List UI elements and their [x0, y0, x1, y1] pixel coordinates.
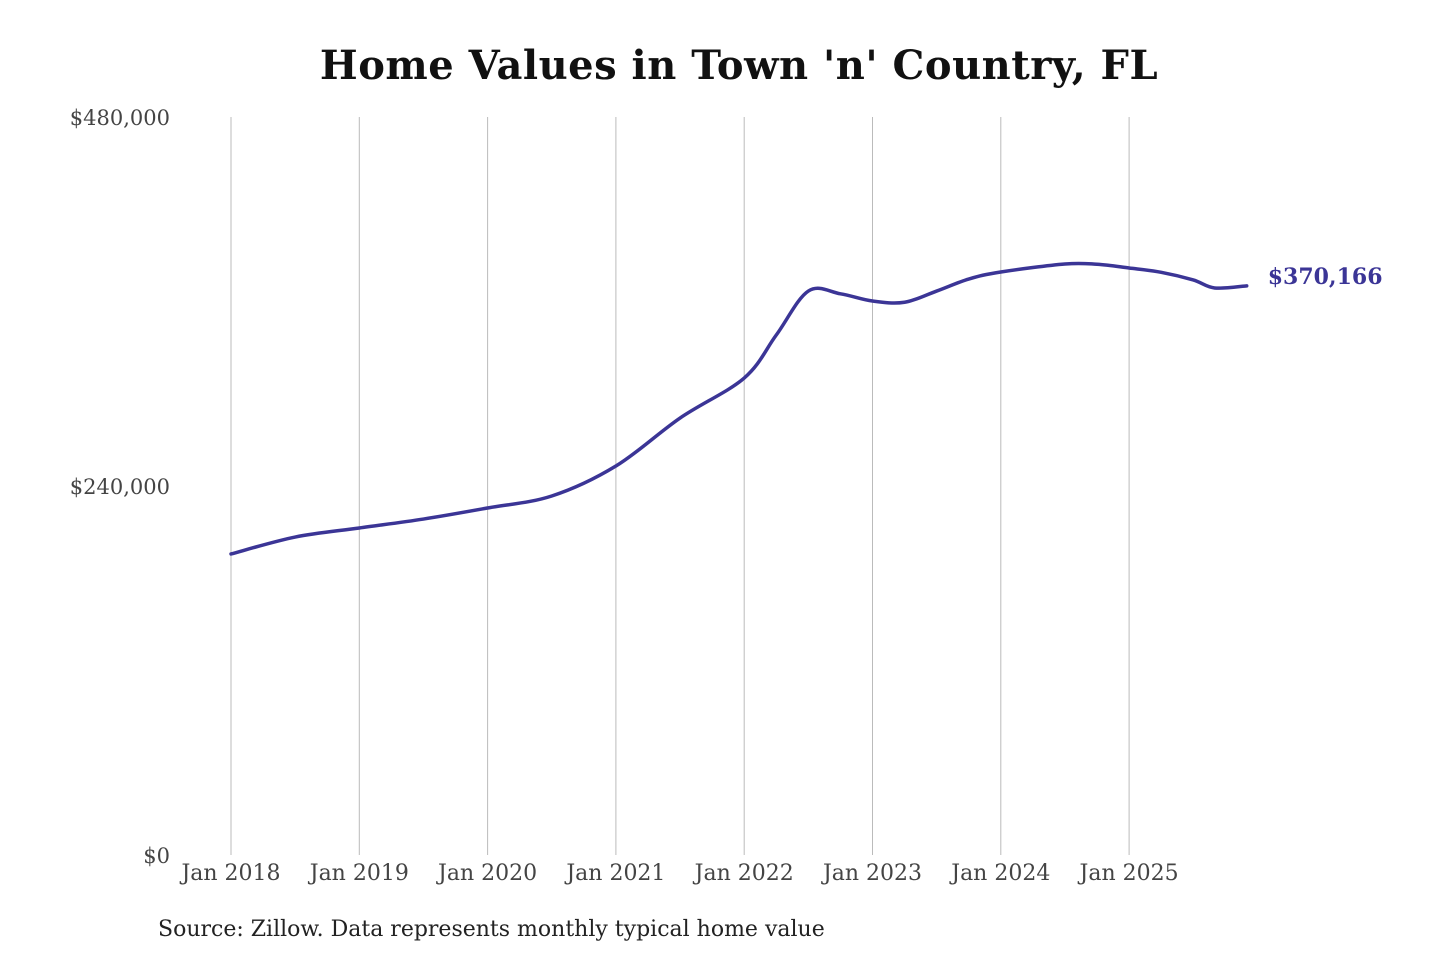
x-tick-label: Jan 2020 — [436, 861, 537, 886]
chart-title: Home Values in Town 'n' Country, FL — [319, 42, 1159, 89]
y-tick-label: $0 — [143, 844, 170, 868]
y-tick-label: $480,000 — [70, 106, 170, 130]
series-line — [229, 261, 1249, 556]
x-tick-label: Jan 2022 — [693, 861, 794, 886]
x-tick-label: Jan 2025 — [1078, 861, 1179, 886]
y-tick-label: $240,000 — [70, 475, 170, 499]
x-tick-label: Jan 2021 — [564, 861, 665, 886]
x-tick-label: Jan 2023 — [821, 861, 922, 886]
x-tick-label: Jan 2019 — [308, 861, 409, 886]
source-note: Source: Zillow. Data represents monthly … — [158, 917, 825, 942]
x-tick-label: Jan 2024 — [949, 861, 1050, 886]
end-value-label: $370,166 — [1268, 264, 1383, 290]
x-tick-label: Jan 2018 — [179, 861, 280, 886]
